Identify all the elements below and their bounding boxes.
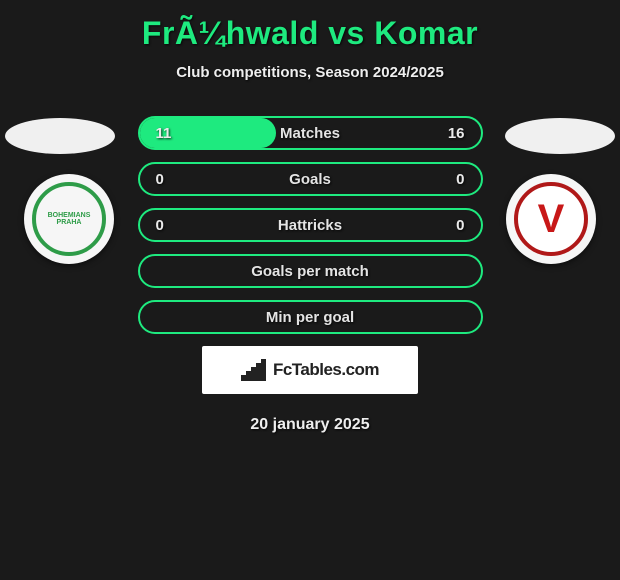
stat-right-value: 0: [441, 171, 465, 188]
stat-label: Hattricks: [140, 217, 481, 234]
stat-row-goals: 0 Goals 0: [138, 162, 483, 196]
stat-label: Min per goal: [140, 309, 481, 326]
stats-area: BOHEMIANS PRAHA V 11 Matches 16 0 Goals …: [0, 116, 620, 434]
player-ellipse-right: [505, 118, 615, 154]
subtitle: Club competitions, Season 2024/2025: [0, 64, 620, 81]
team-logo-left-inner: BOHEMIANS PRAHA: [32, 182, 106, 256]
stat-row-hattricks: 0 Hattricks 0: [138, 208, 483, 242]
stat-label: Goals: [140, 171, 481, 188]
team-logo-right-inner: V: [514, 182, 588, 256]
team-logo-right: V: [506, 174, 596, 264]
date-text: 20 january 2025: [0, 416, 620, 434]
brand-box: FcTables.com: [202, 346, 418, 394]
team-logo-right-letter: V: [518, 186, 584, 252]
infographic-container: FrÃ¼hwald vs Komar Club competitions, Se…: [0, 0, 620, 444]
team-logo-left: BOHEMIANS PRAHA: [24, 174, 114, 264]
stat-row-min-per-goal: Min per goal: [138, 300, 483, 334]
brand-text: FcTables.com: [273, 360, 379, 380]
stat-label: Matches: [140, 125, 481, 142]
page-title: FrÃ¼hwald vs Komar: [0, 15, 620, 52]
brand-bar: [261, 359, 266, 381]
stat-label: Goals per match: [140, 263, 481, 280]
stat-right-value: 0: [441, 217, 465, 234]
stat-row-matches: 11 Matches 16: [138, 116, 483, 150]
player-ellipse-left: [5, 118, 115, 154]
brand-icon: [241, 359, 267, 381]
stat-row-goals-per-match: Goals per match: [138, 254, 483, 288]
stat-right-value: 16: [441, 125, 465, 142]
stat-rows: 11 Matches 16 0 Goals 0 0 Hattricks 0 Go…: [138, 116, 483, 334]
